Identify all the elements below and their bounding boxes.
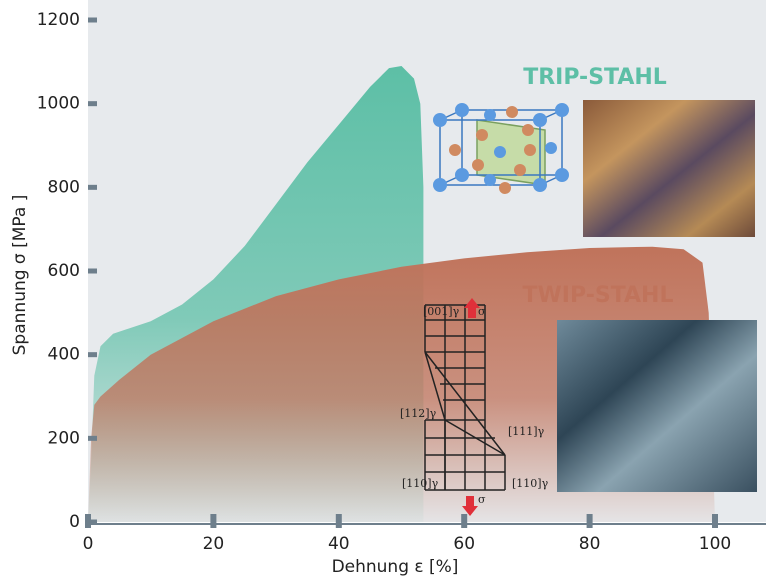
x-tick-mark (461, 514, 467, 528)
y-tick-label: 600 (48, 261, 80, 281)
lattice-label: σ (478, 493, 486, 506)
y-axis-label: Spannung σ [MPa ] (10, 195, 30, 356)
lattice-label: [110]γ (402, 477, 439, 490)
x-tick-label: 80 (579, 534, 601, 554)
y-tick-mark (88, 436, 97, 441)
x-tick-label: 60 (453, 534, 475, 554)
y-tick-mark (88, 18, 97, 23)
x-tick-mark (712, 514, 718, 528)
y-tick-label: 1000 (37, 94, 80, 114)
x-axis-label: Dehnung ε [%] (332, 557, 459, 577)
lattice-label: [001]γ (423, 305, 460, 318)
lattice-label: [112]γ (400, 407, 437, 420)
y-tick-label: 800 (48, 177, 80, 197)
y-tick-mark (88, 185, 97, 190)
x-tick-label: 40 (328, 534, 350, 554)
x-tick-label: 0 (83, 534, 94, 554)
x-tick-mark (587, 514, 593, 528)
y-tick-mark (88, 352, 97, 357)
chart: 0 200 400 600 800 1000 1200 0 20 40 60 80 100 Dehnung… (0, 0, 766, 582)
series-label: TWIP-STAHL (523, 283, 674, 308)
lattice-label: σ (478, 305, 486, 318)
series-label: TRIP-STAHL (523, 65, 667, 90)
y-tick-label: 200 (48, 428, 80, 448)
x-tick-mark (85, 514, 91, 528)
x-tick-label: 100 (699, 534, 731, 554)
y-tick-label: 1200 (37, 10, 80, 30)
y-tick-mark (88, 101, 97, 106)
twip-micrograph (557, 320, 757, 492)
lattice-label: [110]γ (512, 477, 549, 490)
y-tick-label: 0 (69, 512, 80, 532)
x-tick-mark (210, 514, 216, 528)
y-tick-mark (88, 269, 97, 274)
y-tick-label: 400 (48, 345, 80, 365)
lattice-label: [111]γ (508, 425, 545, 438)
trip-micrograph (583, 100, 755, 237)
x-tick-mark (336, 514, 342, 528)
x-tick-label: 20 (203, 534, 225, 554)
